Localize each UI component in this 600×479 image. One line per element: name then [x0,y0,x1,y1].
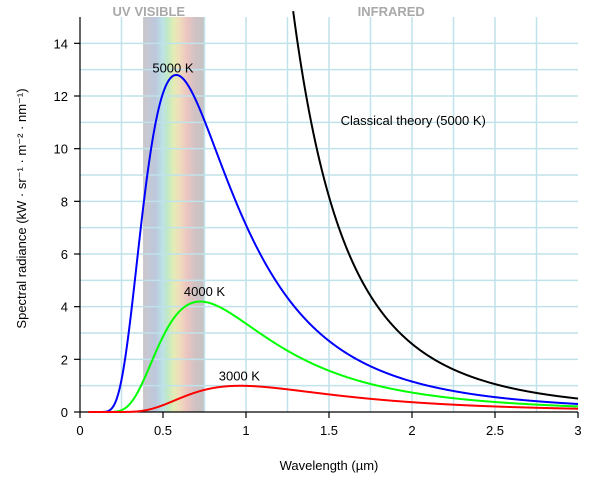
axes [74,17,579,418]
curve-classical-theory-5000-k [292,10,579,400]
region-label-visible: VISIBLE [135,4,186,19]
visible-band [143,17,205,412]
x-tick-label: 0.5 [154,423,172,438]
curve-labels: 5000 K 4000 K 3000 K Classical theory (5000… [152,60,485,383]
curve-4000-k [88,300,579,413]
y-tick-label: 4 [61,300,68,315]
curves [88,10,579,413]
x-tick-label: 0 [76,423,83,438]
region-labels: UV VISIBLE INFRARED [113,4,425,19]
x-tick-label: 1.5 [320,423,338,438]
y-axis-title: Spectral radiance (kW · sr⁻¹ · m⁻² · nm⁻… [14,88,29,328]
x-axis-title: Wavelength (µm) [280,458,379,473]
curve-label: 4000 K [184,284,226,299]
y-tick-label: 8 [61,194,68,209]
tick-labels: 0 0.5 1 1.5 2 2.5 3 0 2 4 6 8 10 12 14 [54,36,582,438]
x-tick-label: 2.5 [486,423,504,438]
y-tick-label: 6 [61,247,68,262]
curve-label: Classical theory (5000 K) [341,113,486,128]
grid [80,17,578,412]
x-tick-label: 3 [574,423,581,438]
y-tick-label: 14 [54,36,68,51]
y-tick-label: 10 [54,142,68,157]
spectrum-bands [143,17,205,412]
y-tick-label: 0 [61,405,68,420]
region-label-uv: UV [113,4,131,19]
curve-3000-k [88,384,579,413]
curve-label: 3000 K [219,368,261,383]
curve-label: 5000 K [152,60,194,75]
y-tick-label: 2 [61,352,68,367]
x-tick-label: 1 [242,423,249,438]
x-tick-label: 2 [408,423,415,438]
region-label-infrared: INFRARED [358,4,425,19]
y-tick-label: 12 [54,89,68,104]
curve-5000-k [88,73,579,413]
